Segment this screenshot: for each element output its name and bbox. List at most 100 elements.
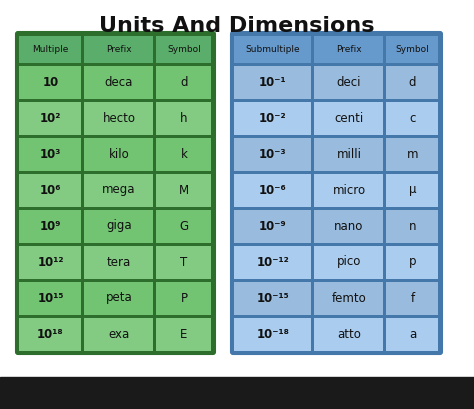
Text: deca: deca (105, 76, 133, 88)
Text: nano: nano (334, 220, 364, 232)
FancyBboxPatch shape (156, 281, 211, 315)
FancyBboxPatch shape (156, 173, 211, 207)
FancyBboxPatch shape (235, 317, 311, 351)
Text: milli: milli (337, 148, 362, 160)
FancyBboxPatch shape (315, 36, 383, 63)
Text: Symbol: Symbol (396, 45, 429, 54)
Text: h: h (180, 112, 188, 124)
FancyBboxPatch shape (156, 101, 211, 135)
Text: d: d (180, 76, 188, 88)
Text: 10⁻⁶: 10⁻⁶ (259, 184, 287, 196)
Text: k: k (181, 148, 187, 160)
FancyBboxPatch shape (84, 317, 154, 351)
Text: μ: μ (409, 184, 416, 196)
Text: T: T (181, 256, 188, 268)
Text: peta: peta (106, 292, 132, 304)
FancyBboxPatch shape (386, 36, 438, 63)
Bar (0, 377, 474, 409)
FancyBboxPatch shape (156, 317, 211, 351)
FancyBboxPatch shape (19, 137, 82, 171)
FancyBboxPatch shape (386, 245, 438, 279)
FancyBboxPatch shape (315, 173, 383, 207)
FancyBboxPatch shape (315, 65, 383, 99)
Text: 10⁻¹⁸: 10⁻¹⁸ (256, 328, 290, 341)
Text: 10¹⁵: 10¹⁵ (37, 292, 64, 304)
Text: micro: micro (332, 184, 365, 196)
Text: d: d (409, 76, 416, 88)
Text: femto: femto (332, 292, 366, 304)
FancyBboxPatch shape (235, 245, 311, 279)
FancyBboxPatch shape (19, 173, 82, 207)
Text: G: G (180, 220, 189, 232)
FancyBboxPatch shape (315, 281, 383, 315)
Text: kilo: kilo (109, 148, 129, 160)
Text: f: f (410, 292, 415, 304)
FancyBboxPatch shape (19, 65, 82, 99)
Text: Prefix: Prefix (106, 45, 132, 54)
Text: 10⁶: 10⁶ (40, 184, 61, 196)
Text: p: p (409, 256, 416, 268)
FancyBboxPatch shape (235, 65, 311, 99)
FancyBboxPatch shape (84, 209, 154, 243)
FancyBboxPatch shape (235, 173, 311, 207)
FancyBboxPatch shape (156, 137, 211, 171)
Text: 10³: 10³ (40, 148, 61, 160)
Text: Prefix: Prefix (336, 45, 362, 54)
Text: hecto: hecto (102, 112, 136, 124)
FancyBboxPatch shape (386, 209, 438, 243)
FancyBboxPatch shape (156, 245, 211, 279)
Text: 10⁻⁹: 10⁻⁹ (259, 220, 287, 232)
Text: Units And Dimensions: Units And Dimensions (99, 16, 375, 36)
FancyBboxPatch shape (19, 209, 82, 243)
FancyBboxPatch shape (315, 101, 383, 135)
FancyBboxPatch shape (84, 281, 154, 315)
Text: 10⁻³: 10⁻³ (259, 148, 287, 160)
Text: E: E (180, 328, 188, 341)
FancyBboxPatch shape (235, 137, 311, 171)
FancyBboxPatch shape (84, 36, 154, 63)
FancyBboxPatch shape (84, 173, 154, 207)
Text: c: c (410, 112, 416, 124)
FancyBboxPatch shape (19, 245, 82, 279)
Text: n: n (409, 220, 416, 232)
Text: mega: mega (102, 184, 136, 196)
Text: 10⁻¹²: 10⁻¹² (256, 256, 289, 268)
FancyBboxPatch shape (156, 65, 211, 99)
FancyBboxPatch shape (386, 101, 438, 135)
Text: 10: 10 (42, 76, 59, 88)
FancyBboxPatch shape (84, 65, 154, 99)
FancyBboxPatch shape (19, 281, 82, 315)
FancyBboxPatch shape (315, 209, 383, 243)
Text: atto: atto (337, 328, 361, 341)
Text: deci: deci (337, 76, 361, 88)
FancyBboxPatch shape (19, 317, 82, 351)
Text: tera: tera (107, 256, 131, 268)
Text: 10⁻¹⁵: 10⁻¹⁵ (256, 292, 289, 304)
FancyBboxPatch shape (156, 209, 211, 243)
FancyBboxPatch shape (315, 317, 383, 351)
Text: pico: pico (337, 256, 361, 268)
FancyBboxPatch shape (235, 36, 311, 63)
FancyBboxPatch shape (84, 101, 154, 135)
FancyBboxPatch shape (386, 281, 438, 315)
FancyBboxPatch shape (386, 65, 438, 99)
FancyBboxPatch shape (231, 32, 442, 354)
FancyBboxPatch shape (84, 137, 154, 171)
FancyBboxPatch shape (235, 281, 311, 315)
Text: P: P (181, 292, 188, 304)
FancyBboxPatch shape (315, 245, 383, 279)
Text: 10⁹: 10⁹ (40, 220, 61, 232)
Text: 10⁻²: 10⁻² (259, 112, 287, 124)
Text: 10²: 10² (40, 112, 61, 124)
Text: exa: exa (109, 328, 129, 341)
Text: Symbol: Symbol (167, 45, 201, 54)
FancyBboxPatch shape (84, 245, 154, 279)
Text: Submultiple: Submultiple (246, 45, 301, 54)
FancyBboxPatch shape (156, 36, 211, 63)
Text: 10⁻¹: 10⁻¹ (259, 76, 287, 88)
FancyBboxPatch shape (19, 36, 82, 63)
FancyBboxPatch shape (19, 101, 82, 135)
FancyBboxPatch shape (386, 317, 438, 351)
Text: giga: giga (106, 220, 132, 232)
Text: a: a (409, 328, 416, 341)
